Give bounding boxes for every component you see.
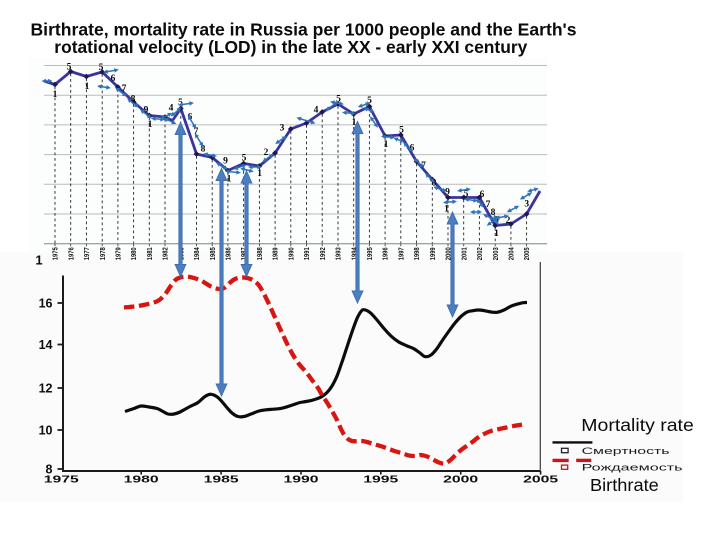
svg-text:3: 3 — [280, 123, 285, 133]
svg-text:5: 5 — [464, 189, 469, 199]
svg-text:1980: 1980 — [124, 473, 159, 485]
svg-text:7: 7 — [194, 127, 199, 137]
svg-text:1986: 1986 — [224, 247, 233, 260]
svg-text:6: 6 — [480, 190, 485, 200]
svg-text:1: 1 — [257, 169, 262, 179]
svg-text:1998: 1998 — [412, 247, 421, 260]
svg-text:1995: 1995 — [365, 247, 374, 260]
svg-text:12: 12 — [39, 382, 53, 396]
svg-text:1987: 1987 — [239, 247, 248, 260]
svg-text:1996: 1996 — [381, 247, 390, 260]
svg-text:5: 5 — [336, 94, 341, 104]
svg-text:16: 16 — [39, 297, 53, 311]
svg-text:4: 4 — [314, 105, 319, 115]
svg-text:5: 5 — [367, 96, 372, 106]
svg-text:2004: 2004 — [507, 247, 516, 260]
svg-text:5: 5 — [399, 125, 404, 135]
svg-text:Рождаемость: Рождаемость — [582, 463, 684, 473]
svg-text:2: 2 — [264, 148, 269, 158]
svg-text:8: 8 — [46, 463, 53, 477]
svg-text:8: 8 — [131, 94, 136, 104]
svg-text:14: 14 — [39, 338, 53, 352]
svg-text:1985: 1985 — [208, 247, 217, 260]
svg-text:7: 7 — [122, 84, 127, 94]
svg-text:Birthrate, mortality rate in R: Birthrate, mortality rate in Russia per … — [31, 19, 577, 39]
svg-text:5: 5 — [67, 62, 72, 72]
svg-text:2002: 2002 — [475, 247, 484, 260]
svg-text:6: 6 — [410, 143, 415, 153]
svg-text:1990: 1990 — [284, 473, 319, 485]
svg-text:Смертность: Смертность — [582, 446, 671, 456]
svg-text:7: 7 — [486, 200, 491, 210]
svg-text:1: 1 — [384, 140, 389, 150]
svg-text:1999: 1999 — [428, 247, 437, 260]
svg-text:1: 1 — [85, 82, 90, 92]
svg-text:10: 10 — [39, 424, 53, 438]
svg-text:1981: 1981 — [145, 247, 154, 260]
svg-text:1993: 1993 — [334, 247, 343, 260]
svg-text:8: 8 — [432, 178, 437, 188]
svg-text:1989: 1989 — [271, 247, 280, 260]
svg-text:1990: 1990 — [286, 247, 295, 260]
svg-text:1988: 1988 — [255, 247, 264, 260]
svg-text:1: 1 — [352, 118, 357, 128]
svg-text:2001: 2001 — [459, 247, 468, 260]
svg-text:1: 1 — [494, 229, 499, 239]
svg-text:3: 3 — [524, 199, 529, 209]
svg-text:2: 2 — [506, 216, 511, 226]
svg-text:1995: 1995 — [363, 473, 398, 485]
svg-text:1976: 1976 — [66, 247, 75, 260]
svg-text:1984: 1984 — [192, 247, 201, 260]
svg-text:1991: 1991 — [302, 247, 311, 260]
svg-text:1975: 1975 — [51, 247, 60, 260]
svg-text:1980: 1980 — [129, 247, 138, 260]
svg-text:7: 7 — [421, 161, 426, 171]
svg-text:2005: 2005 — [522, 247, 531, 260]
svg-text:1: 1 — [227, 174, 232, 184]
svg-text:2000: 2000 — [443, 473, 478, 485]
svg-text:Birthrate: Birthrate — [590, 475, 659, 495]
svg-text:9: 9 — [223, 156, 228, 166]
svg-text:1982: 1982 — [161, 247, 170, 260]
svg-text:2003: 2003 — [491, 247, 500, 260]
svg-text:6: 6 — [111, 74, 116, 84]
svg-text:9: 9 — [445, 187, 450, 197]
svg-text:5: 5 — [242, 153, 247, 163]
svg-text:1: 1 — [53, 90, 58, 100]
svg-text:1: 1 — [148, 120, 153, 130]
svg-text:1: 1 — [444, 204, 449, 214]
svg-text:5: 5 — [99, 63, 104, 73]
svg-text:8: 8 — [201, 144, 206, 154]
svg-text:1985: 1985 — [204, 473, 239, 485]
svg-text:1: 1 — [35, 252, 42, 267]
svg-text:8: 8 — [491, 208, 496, 218]
svg-text:1978: 1978 — [98, 247, 107, 260]
svg-text:1977: 1977 — [82, 247, 91, 260]
svg-text:1979: 1979 — [114, 247, 123, 260]
svg-text:1992: 1992 — [318, 247, 327, 260]
svg-text:Mortality rate: Mortality rate — [581, 415, 694, 435]
svg-text:rotational velocity (LOD) in t: rotational velocity (LOD) in the late XX… — [54, 37, 527, 57]
svg-text:4: 4 — [169, 103, 174, 113]
svg-text:9: 9 — [144, 105, 149, 115]
svg-text:2005: 2005 — [523, 473, 558, 485]
svg-text:1975: 1975 — [44, 473, 79, 485]
svg-text:5: 5 — [178, 98, 183, 108]
svg-text:1997: 1997 — [396, 247, 405, 260]
svg-text:2000: 2000 — [444, 247, 453, 260]
svg-text:1994: 1994 — [349, 247, 358, 260]
